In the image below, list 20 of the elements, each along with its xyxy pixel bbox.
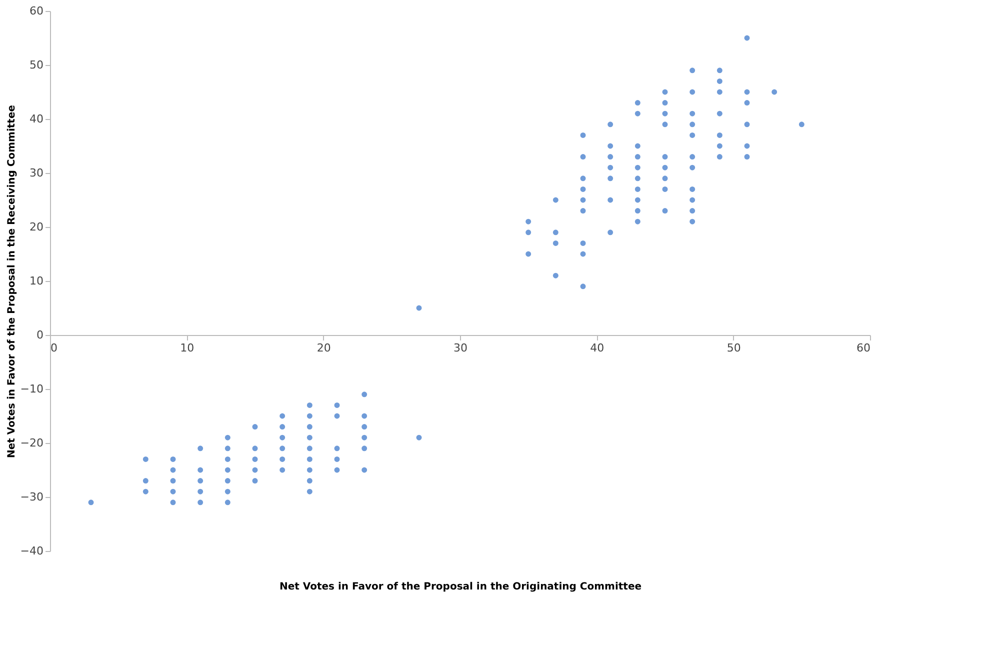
y-tick-label: 0: [36, 328, 44, 342]
y-tick-label: 20: [30, 220, 44, 234]
x-tick-label: 10: [180, 342, 194, 354]
y-tick-label: 50: [30, 58, 44, 72]
y-axis-title: Net Votes in Favor of the Proposal in the Receiving Committee: [6, 104, 18, 458]
x-tick-label: 60: [856, 342, 870, 354]
y-tick-label: 40: [30, 112, 44, 126]
x-tick-label: 20: [316, 342, 331, 354]
y-tick-label: 30: [30, 166, 44, 180]
x-tick-label: 30: [454, 342, 468, 354]
x-tick-label: 50: [726, 342, 741, 354]
y-tick-label: −20: [20, 436, 44, 450]
x-tick-label: 40: [590, 342, 604, 354]
y-tick-label: 10: [30, 274, 44, 288]
y-tick-label: −30: [20, 490, 44, 504]
y-tick-label: −40: [20, 544, 44, 558]
x-tick-label: 0: [50, 342, 58, 354]
y-tick-label: −10: [20, 382, 44, 396]
y-tick-label: 60: [30, 4, 44, 18]
x-axis-title: Net Votes in Favor of the Proposal in the Originating Committee: [279, 582, 642, 592]
